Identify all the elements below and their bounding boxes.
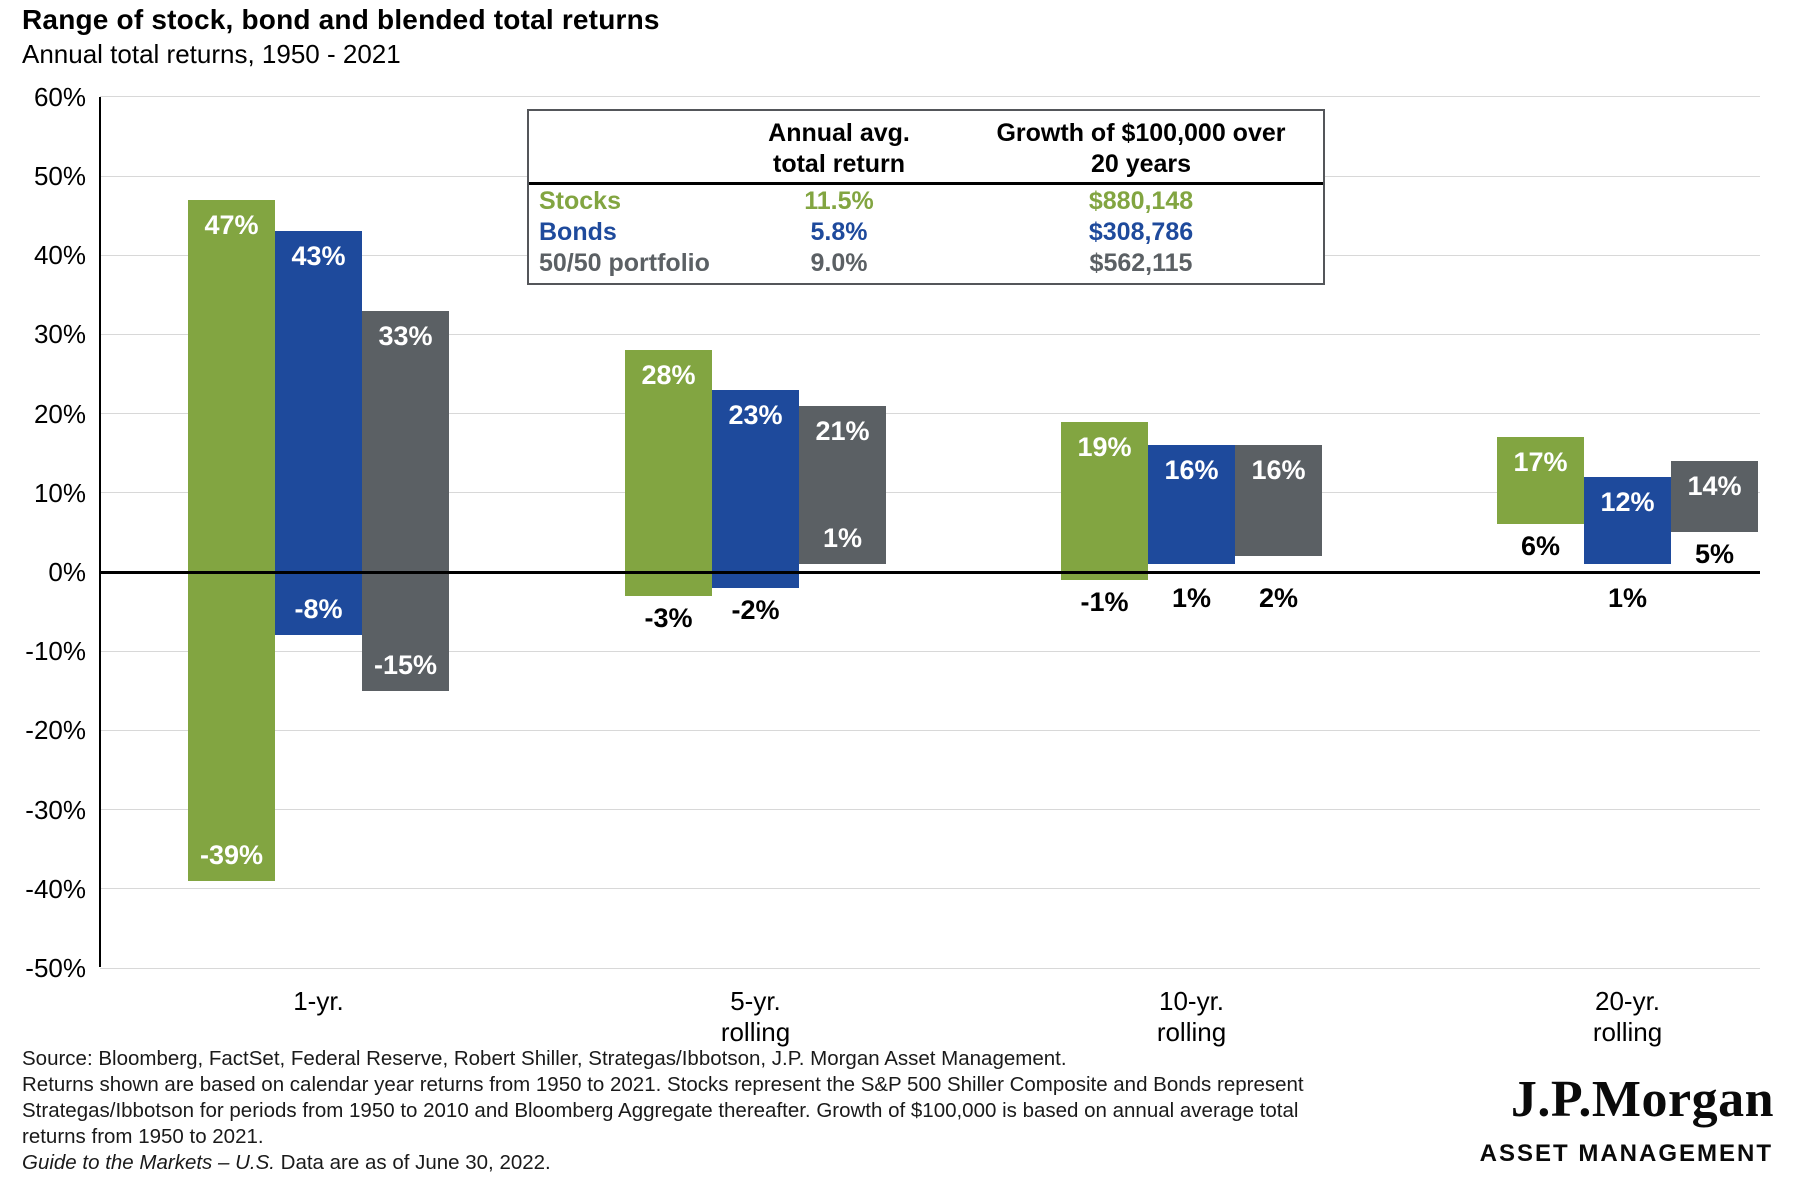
bar-max-label: 47%	[204, 209, 259, 240]
y-axis-tick-label: 10%	[33, 477, 86, 508]
bar-max-label: 14%	[1687, 471, 1742, 502]
x-axis-label-line: 20-yr.	[1594, 986, 1661, 1016]
y-axis-tick-label: -10%	[25, 636, 86, 667]
bar-min-label: 5%	[1694, 539, 1735, 570]
x-axis-label-line: rolling	[1156, 1017, 1227, 1047]
y-axis-tick-label: -30%	[25, 794, 86, 825]
page-subtitle: Annual total returns, 1950 - 2021	[22, 39, 401, 69]
table-row-stocks: Stocks 11.5% $880,148	[529, 186, 1323, 217]
gridline	[100, 809, 1760, 811]
gridline	[100, 492, 1760, 494]
bar-min-label: -3%	[644, 602, 693, 633]
table-row-5050-portfolio: 50/50 portfolio 9.0% $562,115	[529, 248, 1323, 279]
x-axis-label-line: 1-yr.	[293, 986, 344, 1016]
bar-20-yr-bonds	[1584, 476, 1671, 565]
bar-max-label: 21%	[815, 415, 870, 446]
bar-5-yr-bonds	[712, 389, 799, 588]
y-axis-tick-label: 30%	[33, 319, 86, 350]
jpmorgan-logo: J.P.Morgan	[1510, 1071, 1774, 1128]
summary-table: Annual avg. total return Growth of $100,…	[527, 109, 1325, 285]
y-axis-tick-label: -20%	[25, 715, 86, 746]
table-header-separator	[529, 182, 1323, 185]
bar-min-label: 6%	[1520, 531, 1561, 562]
bar-min-label: -39%	[199, 839, 264, 870]
bar-min-label: -15%	[373, 649, 438, 680]
y-axis-tick-label: 50%	[33, 161, 86, 191]
source-line: returns from 1950 to 2021.	[22, 1125, 264, 1148]
bar-min-label: -8%	[294, 594, 343, 625]
y-axis-tick-label: -40%	[25, 873, 86, 904]
bar-5-yr-50-50-portfolio	[799, 405, 886, 565]
gridline	[100, 967, 1760, 969]
y-axis-tick-label: -50%	[25, 953, 86, 983]
table-header-annual-avg: Annual avg. total return	[768, 119, 910, 178]
gtm-line: Guide to the Markets – U.S. Data are as …	[22, 1150, 1304, 1176]
y-axis-tick-label: 20%	[33, 398, 86, 429]
y-axis-line	[99, 97, 101, 967]
gtm-date: Data are as of June 30, 2022.	[274, 1151, 551, 1174]
page-title: Range of stock, bond and blended total r…	[22, 4, 660, 35]
bar-5-yr-stocks	[625, 350, 712, 596]
bar-1-yr-stocks	[188, 199, 275, 881]
source-line: Source: Bloomberg, FactSet, Federal Rese…	[22, 1047, 1067, 1070]
y-axis-tick-label: 40%	[33, 240, 86, 271]
row-label: 50/50 portfolio	[539, 249, 710, 277]
bar-10-yr-50-50-portfolio	[1235, 445, 1322, 557]
bar-min-label: -1%	[1080, 586, 1129, 617]
table-header-growth: Growth of $100,000 over 20 years	[996, 119, 1286, 178]
bar-1-yr-bonds	[275, 231, 362, 636]
source-line: Returns shown are based on calendar year…	[22, 1073, 1304, 1096]
y-axis-tick-label: 0%	[48, 557, 86, 587]
gridline	[100, 650, 1760, 652]
row-label: Bonds	[539, 218, 617, 246]
x-axis-label-5-yr-: 5-yr. rolling	[626, 986, 886, 1048]
row-growth: $880,148	[1088, 187, 1194, 215]
bar-10-yr-bonds	[1148, 445, 1235, 565]
bar-min-label: 1%	[1607, 583, 1648, 613]
gridline	[100, 413, 1760, 415]
bar-10-yr-stocks	[1061, 421, 1148, 580]
bar-min-label: 1%	[822, 523, 863, 554]
gridline	[100, 96, 1760, 98]
gridline	[100, 888, 1760, 890]
row-growth: $562,115	[1089, 249, 1193, 277]
bar-min-label: 1%	[1171, 583, 1212, 613]
x-axis-label-line: 10-yr.	[1158, 986, 1225, 1016]
x-axis-label-1-yr-: 1-yr.	[189, 986, 449, 1017]
bar-max-label: 33%	[378, 320, 433, 351]
gridline	[100, 729, 1760, 731]
row-avg-return: 9.0%	[810, 249, 868, 277]
table-row-bonds: Bonds 5.8% $308,786	[529, 217, 1323, 248]
row-avg-return: 5.8%	[810, 218, 868, 246]
bar-max-label: 16%	[1164, 455, 1219, 486]
bar-1-yr-50-50-portfolio	[362, 310, 449, 691]
bar-max-label: 12%	[1600, 486, 1655, 517]
asset-management-label: ASSET MANAGEMENT	[1479, 1140, 1773, 1167]
source-line: Strategas/Ibbotson for periods from 1950…	[22, 1099, 1299, 1122]
gtm-title: Guide to the Markets – U.S.	[22, 1151, 275, 1174]
bar-min-label: 2%	[1258, 583, 1299, 613]
bar-max-label: 43%	[291, 241, 346, 272]
x-axis-label-line: 5-yr.	[730, 986, 781, 1016]
row-avg-return: 11.5%	[804, 187, 874, 215]
x-axis-label-20-yr-: 20-yr. rolling	[1498, 986, 1758, 1048]
bar-20-yr-50-50-portfolio	[1671, 461, 1758, 533]
x-axis-label-line: rolling	[720, 1017, 791, 1047]
bar-max-label: 19%	[1077, 431, 1132, 462]
x-axis-label-line: rolling	[1592, 1017, 1663, 1047]
row-growth: $308,786	[1088, 218, 1194, 246]
y-axis-tick-label: 60%	[33, 81, 86, 112]
row-label: Stocks	[539, 187, 621, 215]
bar-20-yr-stocks	[1497, 437, 1584, 525]
gridline	[100, 333, 1760, 335]
bar-max-label: 16%	[1251, 455, 1306, 486]
bar-max-label: 23%	[728, 399, 783, 430]
bar-max-label: 17%	[1513, 447, 1568, 478]
source-note: Source: Bloomberg, FactSet, Federal Rese…	[22, 1046, 1304, 1176]
zero-axis-line	[100, 571, 1760, 574]
x-axis-label-10-yr-: 10-yr. rolling	[1062, 986, 1322, 1048]
bar-max-label: 28%	[641, 360, 696, 391]
bar-min-label: -2%	[731, 594, 780, 625]
